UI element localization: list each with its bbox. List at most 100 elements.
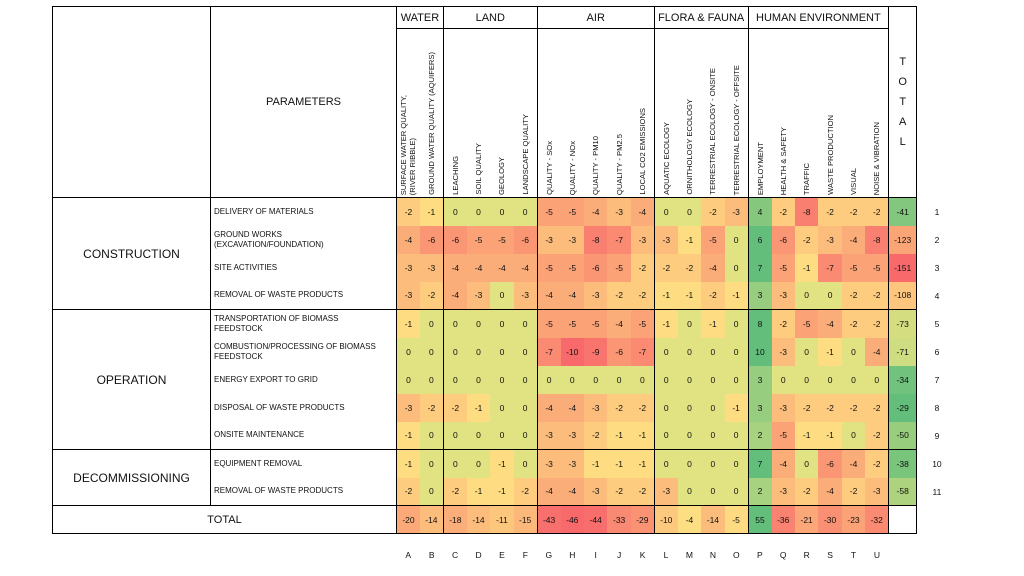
impact-cell: -5 xyxy=(794,309,819,338)
row-total: -38 xyxy=(888,449,918,478)
impact-cell: -4 xyxy=(536,281,561,310)
row-number: 6 xyxy=(934,346,940,357)
impact-cell: -2 xyxy=(607,393,631,422)
column-label: NOISE & VIBRATION xyxy=(872,121,882,195)
impact-cell: 0 xyxy=(865,365,889,394)
column-header: QUALITY - SOx xyxy=(536,28,561,198)
impact-cell: 0 xyxy=(513,365,538,394)
impact-cell: -3 xyxy=(653,477,678,506)
activity-label: GROUND WORKS (EXCAVATION/FOUNDATION) xyxy=(210,225,397,254)
impact-cell: 0 xyxy=(419,421,444,450)
impact-cell: 0 xyxy=(490,281,514,310)
impact-cell: 8 xyxy=(747,309,772,338)
column-header: LEACHING xyxy=(442,28,467,198)
impact-cell: 0 xyxy=(841,365,866,394)
impact-cell: 0 xyxy=(677,421,702,450)
total-header-letter: T xyxy=(899,96,907,108)
totals-label: TOTAL xyxy=(52,505,397,534)
impact-cell: -3 xyxy=(466,281,491,310)
impact-cell: -3 xyxy=(584,477,608,506)
impact-cell: 0 xyxy=(513,337,538,366)
column-header: SURFACE WATER QUALITY, (RIVER RIBBLE) xyxy=(395,28,420,198)
phase-label: CONSTRUCTION xyxy=(52,197,211,310)
impact-cell: 0 xyxy=(653,421,678,450)
phase-label: DECOMMISSIONING xyxy=(52,449,211,506)
impact-cell: 0 xyxy=(794,281,819,310)
impact-cell: -7 xyxy=(536,337,561,366)
impact-cell: 0 xyxy=(677,197,702,226)
impact-cell: -4 xyxy=(584,197,608,226)
impact-cell: -3 xyxy=(584,393,608,422)
column-label: QUALITY - PM10 xyxy=(591,136,601,195)
impact-cell: 0 xyxy=(536,365,561,394)
column-header: TRAFFIC xyxy=(794,28,819,198)
column-label: GEOLOGY xyxy=(497,157,507,195)
impact-cell: -2 xyxy=(771,197,795,226)
impact-cell: 3 xyxy=(747,365,772,394)
impact-cell: 0 xyxy=(442,449,467,478)
impact-cell: -1 xyxy=(794,253,819,282)
column-label: SOIL QUALITY xyxy=(474,143,484,195)
impact-cell: 0 xyxy=(724,225,749,254)
group-header-human-environment: HUMAN ENVIRONMENT xyxy=(747,6,889,29)
activity-label: DISPOSAL OF WASTE PRODUCTS xyxy=(210,393,397,422)
impact-cell: -4 xyxy=(630,197,655,226)
empty-total-cell xyxy=(888,505,918,534)
impact-cell: -8 xyxy=(794,197,819,226)
impact-cell: -6 xyxy=(584,253,608,282)
impact-cell: -2 xyxy=(818,197,842,226)
impact-cell: 4 xyxy=(747,197,772,226)
column-letter: Q xyxy=(779,550,787,560)
impact-cell: -2 xyxy=(841,477,866,506)
impact-cell: -6 xyxy=(771,225,795,254)
impact-cell: -5 xyxy=(771,421,795,450)
impact-cell: -2 xyxy=(841,281,866,310)
column-label: AQUATIC ECOLOGY xyxy=(661,122,671,195)
impact-cell: 0 xyxy=(724,253,749,282)
impact-cell: 0 xyxy=(513,421,538,450)
impact-cell: 0 xyxy=(419,477,444,506)
row-number: 3 xyxy=(934,262,940,273)
impact-cell: -5 xyxy=(560,253,584,282)
row-number: 10 xyxy=(932,458,942,469)
table-row: DECOMMISSIONING EQUIPMENT REMOVAL -1 0 0 0 -1 0… xyxy=(52,449,957,506)
impact-cell: -1 xyxy=(419,197,444,226)
column-label: QUALITY - SOx xyxy=(544,141,554,195)
column-label: QUALITY - PM2.5 xyxy=(614,133,624,195)
column-letter: F xyxy=(522,550,528,560)
column-label: QUALITY - NOx xyxy=(567,140,577,195)
impact-cell: 0 xyxy=(724,309,749,338)
impact-cell: -4 xyxy=(513,253,538,282)
impact-cell: -3 xyxy=(771,393,795,422)
column-header: HEALTH & SAFETY xyxy=(771,28,795,198)
impact-cell: -1 xyxy=(584,449,608,478)
impact-cell: -1 xyxy=(724,281,749,310)
impact-cell: -2 xyxy=(794,393,819,422)
column-letter: N xyxy=(709,550,716,560)
impact-cell: 0 xyxy=(841,337,866,366)
row-total: -29 xyxy=(888,393,918,422)
impact-cell: -3 xyxy=(395,281,420,310)
impact-cell: 0 xyxy=(701,337,725,366)
column-total: -44 xyxy=(584,505,608,534)
impact-cell: -5 xyxy=(466,225,491,254)
impact-cell: 0 xyxy=(513,449,538,478)
row-number: 1 xyxy=(934,206,940,217)
impact-cell: -3 xyxy=(536,449,561,478)
total-header-letter: L xyxy=(899,136,906,148)
impact-cell: -1 xyxy=(466,393,491,422)
table-row: ONSITE MAINTENANCE -1 0 0 0 0 0 -3 -3 -2 -1 -1 0 0 0 0 2… xyxy=(53,421,957,450)
column-header: GROUND WATER QUALITY (AQUIFERS) xyxy=(419,28,444,198)
impact-cell: -2 xyxy=(630,253,655,282)
impact-cell: -2 xyxy=(841,393,866,422)
impact-cell: 0 xyxy=(653,393,678,422)
impact-cell: -2 xyxy=(865,393,889,422)
impact-cell: -4 xyxy=(701,253,725,282)
activity-label: ONSITE MAINTENANCE xyxy=(210,421,397,450)
column-header: NOISE & VIBRATION xyxy=(865,28,889,198)
column-header: AQUATIC ECOLOGY xyxy=(653,28,678,198)
impact-cell: -2 xyxy=(630,281,655,310)
impact-cell: -2 xyxy=(677,253,702,282)
column-header: QUALITY - PM10 xyxy=(584,28,608,198)
column-total: -14 xyxy=(701,505,725,534)
